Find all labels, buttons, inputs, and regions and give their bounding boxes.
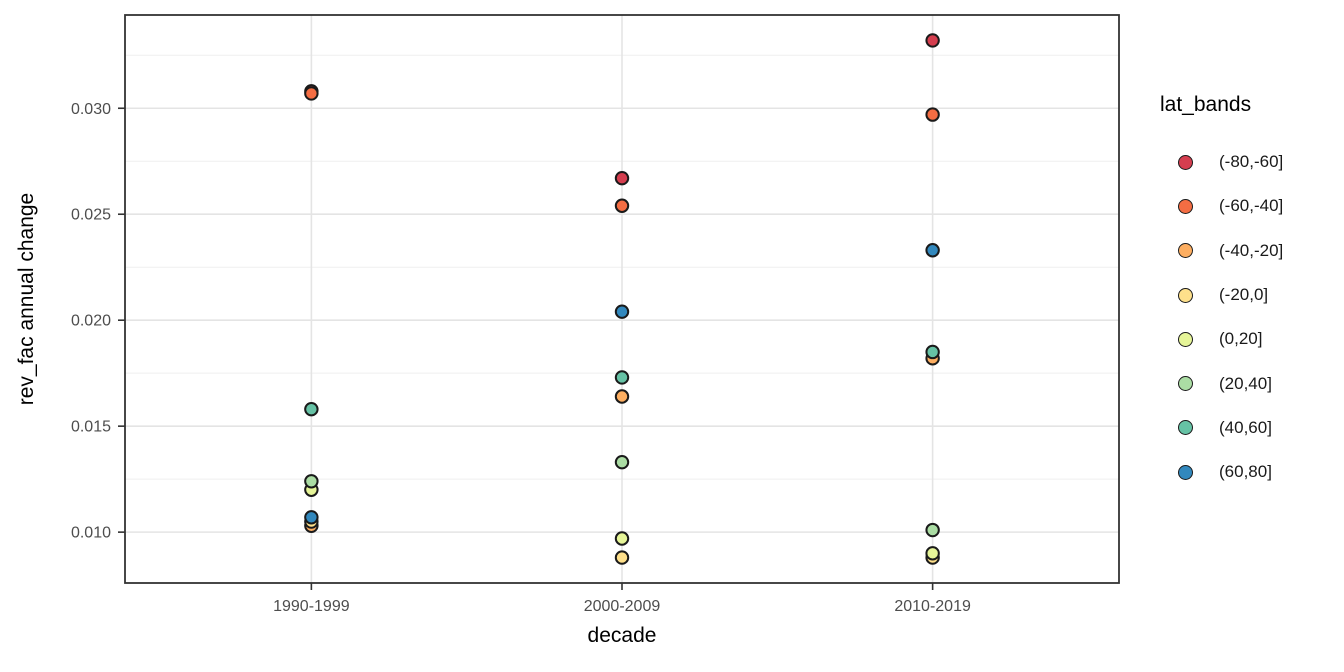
data-point — [925, 243, 940, 258]
legend-item: (-60,-40] — [1160, 184, 1283, 228]
y-axis-title: rev_fac annual change — [15, 192, 38, 406]
data-point — [925, 522, 940, 538]
legend: lat_bands (-80,-60] (-60,-40] (-40,-20] (-2… — [1160, 92, 1283, 494]
y-tick-label: 0.030 — [71, 101, 111, 118]
legend-label: (0,20] — [1219, 329, 1263, 349]
data-point — [614, 198, 630, 213]
legend-swatch-icon — [1178, 464, 1193, 480]
data-point — [925, 33, 940, 48]
x-tick-label: 1990-1999 — [273, 598, 350, 615]
data-point — [614, 389, 630, 404]
legend-label: (20,40] — [1219, 373, 1272, 393]
legend-item: (-40,-20] — [1160, 229, 1283, 273]
legend-item: (-80,-60] — [1160, 140, 1283, 184]
legend-swatch-icon — [1178, 287, 1193, 303]
legend-item: (-20,0] — [1160, 273, 1283, 317]
data-point — [304, 474, 319, 489]
legend-swatch-icon — [1178, 198, 1193, 214]
data-point — [614, 170, 630, 186]
x-axis-title: decade — [587, 624, 657, 647]
legend-label: (-40,-20] — [1219, 240, 1284, 260]
x-tick-label: 2000-2009 — [584, 598, 661, 615]
legend-keys: (-80,-60] (-60,-40] (-40,-20] (-20,0] (0,20]… — [1160, 140, 1283, 494]
data-point — [925, 344, 940, 360]
data-point — [304, 402, 319, 417]
legend-item: (60,80] — [1160, 450, 1283, 494]
legend-title: lat_bands — [1160, 93, 1252, 116]
legend-item: (20,40] — [1160, 361, 1283, 405]
legend-label: (60,80] — [1219, 462, 1272, 482]
y-tick-label: 0.020 — [71, 313, 111, 330]
legend-label: (-60,-40] — [1219, 196, 1284, 216]
y-tick-label: 0.015 — [71, 419, 111, 436]
y-tick-label: 0.010 — [71, 525, 111, 542]
legend-label: (40,60] — [1219, 417, 1272, 437]
legend-label: (-20,0] — [1219, 285, 1269, 305]
y-tick-label: 0.025 — [71, 207, 111, 224]
data-point — [614, 550, 630, 565]
legend-swatch-icon — [1178, 154, 1193, 170]
legend-swatch-icon — [1178, 243, 1193, 259]
legend-swatch-icon — [1178, 331, 1193, 347]
data-point — [304, 86, 319, 101]
data-point — [614, 370, 630, 385]
data-point — [614, 531, 630, 546]
data-point — [304, 510, 319, 525]
legend-item: (40,60] — [1160, 406, 1283, 450]
legend-label: (-80,-60] — [1219, 152, 1284, 172]
legend-item: (0,20] — [1160, 317, 1283, 361]
legend-swatch-icon — [1178, 376, 1193, 392]
data-point — [925, 107, 940, 122]
panel-border — [124, 14, 1120, 584]
x-tick-label: 2010-2019 — [894, 598, 971, 615]
data-point — [614, 304, 630, 319]
data-point — [614, 454, 630, 470]
legend-swatch-icon — [1178, 420, 1193, 436]
data-point — [925, 546, 940, 561]
